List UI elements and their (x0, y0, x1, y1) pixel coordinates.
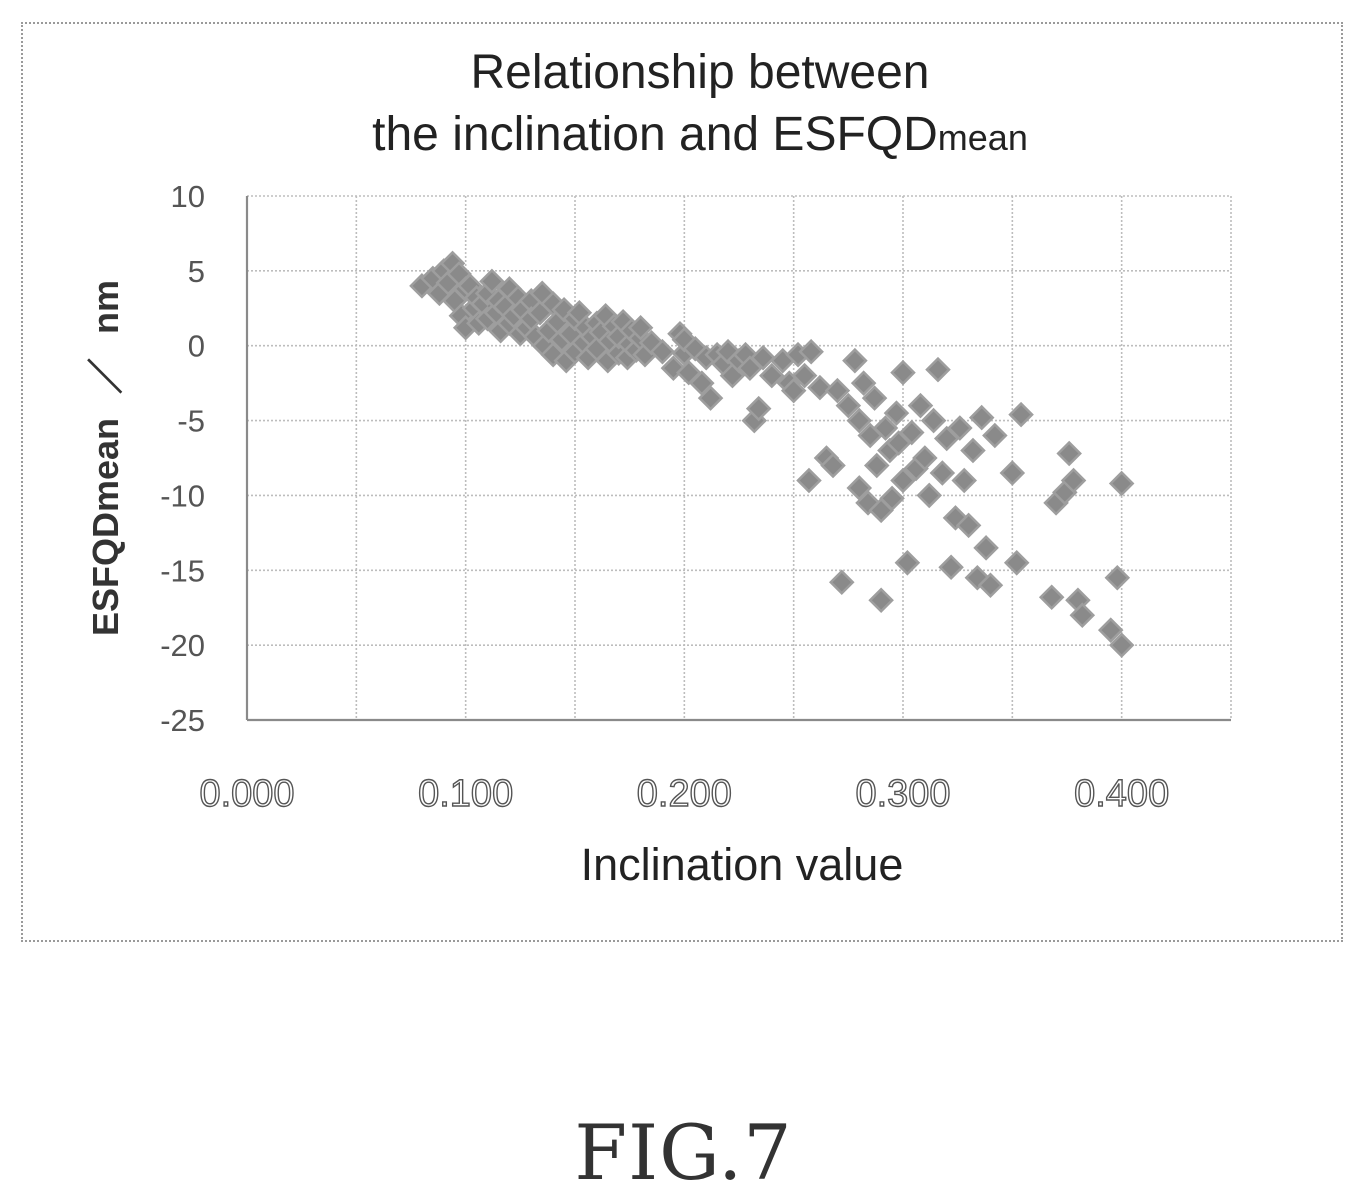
chart-title-line-2: the inclination and ESFQDmean (372, 108, 1028, 161)
y-axis-label-separator: ／ (85, 358, 126, 394)
y-tick-label: 10 (171, 179, 205, 214)
data-point (894, 550, 921, 576)
data-point (627, 314, 654, 341)
y-tick-label: -5 (177, 404, 205, 439)
y-tick-label: 5 (188, 254, 205, 289)
y-tick-label: -20 (160, 628, 205, 663)
data-point (1038, 584, 1065, 611)
x-tick-label: 0.200 (637, 773, 732, 815)
data-point (916, 482, 943, 509)
data-point (1104, 565, 1131, 591)
data-point (1056, 440, 1082, 467)
data-point (1108, 632, 1135, 658)
data-point (883, 400, 910, 426)
data-point (1097, 617, 1124, 643)
data-point (649, 338, 676, 365)
data-point (879, 485, 905, 512)
data-point (890, 359, 916, 386)
data-point (796, 467, 822, 494)
data-point (1108, 470, 1135, 497)
data-point (868, 587, 894, 613)
data-point (955, 512, 982, 539)
data-point (697, 385, 724, 411)
chart-title-subscript: mean (938, 117, 1028, 158)
data-point (850, 370, 877, 396)
data-point (1069, 602, 1096, 628)
data-point (960, 437, 986, 464)
data-point (982, 422, 1008, 449)
data-point (745, 395, 772, 422)
y-tick-labels: 10 5 0 -5 -10 -15 -20 -25 (160, 179, 205, 738)
x-tick-label: 0.100 (418, 773, 513, 815)
y-tick-label: -15 (160, 553, 205, 588)
y-axis-label-unit: nm (85, 280, 126, 334)
y-axis-label-main: ESFQDmean (85, 418, 126, 636)
data-point (890, 467, 916, 494)
data-point (842, 347, 868, 374)
y-tick-label: -10 (160, 478, 205, 513)
data-point (807, 374, 833, 401)
data-point (824, 377, 851, 404)
data-point (951, 467, 977, 494)
data-point (479, 268, 505, 295)
data-point (977, 572, 1004, 599)
data-point (780, 377, 807, 404)
y-tick-label: 0 (188, 329, 205, 364)
data-point (835, 392, 862, 419)
grid (247, 195, 1232, 720)
figure-label: FIG.7 (574, 1108, 793, 1197)
axes (245, 196, 1231, 722)
data-point (863, 452, 890, 479)
x-tick-label: 0.400 (1074, 773, 1169, 815)
chart-title-main: the inclination and ESFQD (372, 108, 938, 161)
x-tick-label: 0.300 (855, 773, 950, 815)
data-point (898, 419, 925, 446)
scatter-chart: Relationship between the inclination and… (85, 46, 1232, 890)
data-point (1003, 550, 1030, 576)
data-point (846, 407, 873, 434)
data-point (798, 338, 824, 365)
data-point (973, 535, 999, 561)
data-point (759, 362, 785, 389)
data-point (750, 344, 776, 371)
y-tick-label: -25 (160, 703, 205, 738)
data-point (907, 392, 934, 419)
data-point (829, 569, 855, 596)
x-axis-label: Inclination value (581, 839, 904, 890)
data-point (1060, 467, 1087, 494)
data-point (912, 445, 938, 471)
data-point (920, 407, 947, 434)
data-point (872, 415, 899, 441)
data-point (947, 415, 973, 441)
data-point (925, 356, 951, 383)
x-tick-labels: 0.000 0.100 0.200 0.300 0.400 (199, 772, 1170, 815)
y-axis-label-text: ESFQDmean ／ nm (85, 280, 126, 636)
data-point (938, 554, 964, 581)
data-point (1008, 401, 1034, 428)
data-point (999, 460, 1026, 486)
x-tick-label: 0.000 (199, 773, 294, 815)
data-point (820, 452, 846, 479)
data-point (968, 404, 995, 431)
data-point (861, 385, 888, 411)
chart-title-line-1: Relationship between (471, 46, 930, 99)
data-point (929, 460, 956, 486)
data-point (791, 362, 818, 389)
chart-frame (21, 22, 1343, 942)
data-point (855, 490, 881, 516)
data-points (409, 250, 1135, 658)
y-axis-label: ESFQDmean ／ nm (85, 280, 126, 636)
